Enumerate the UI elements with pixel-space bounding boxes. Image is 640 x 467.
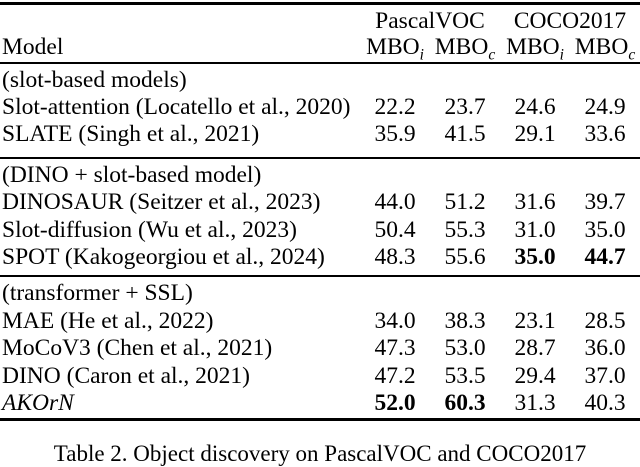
metric-value: 23.1: [514, 307, 556, 334]
table-row: SLATE (Singh et al., 2021) 35.9 41.5 29.…: [0, 121, 640, 148]
metric-value: 28.5: [584, 307, 626, 334]
metric-value: 50.4: [374, 216, 416, 243]
model-name: DINOSAUR (Seitzer et al., 2023): [2, 189, 321, 216]
table-row: MoCoV3 (Chen et al., 2021) 47.3 53.0 28.…: [0, 335, 640, 362]
metric-value: 37.0: [584, 362, 626, 389]
metric-value: 55.3: [444, 216, 486, 243]
table-top-rule: [0, 2, 640, 5]
column-header-mboc-coco: MBOc: [574, 33, 636, 64]
table-row: SPOT (Kakogeorgiou et al., 2024) 48.3 55…: [0, 244, 640, 271]
header-metric-row: Model MBOi MBOc MBOi MBOc: [0, 33, 640, 64]
metric-value: 35.0: [584, 216, 626, 243]
metric-value-best: 52.0: [374, 389, 416, 416]
metric-value: 41.5: [444, 121, 486, 148]
model-name: MAE (He et al., 2022): [2, 307, 214, 334]
metric-value: 44.0: [374, 189, 416, 216]
table-bottom-rule: [0, 418, 640, 422]
metric-value: 31.3: [514, 389, 556, 416]
column-group-coco2017: COCO2017: [513, 7, 627, 34]
metric-value: 22.2: [374, 93, 416, 120]
metric-value: 34.0: [374, 307, 416, 334]
metric-value: 33.6: [584, 121, 626, 148]
column-header-mboc-pascal: MBOc: [434, 33, 496, 64]
column-header-model: Model: [2, 33, 64, 60]
column-group-pascalvoc: PascalVOC: [375, 7, 485, 34]
metric-value: 40.3: [584, 389, 626, 416]
metric-value: 38.3: [444, 307, 486, 334]
table-caption: Table 2. Object discovery on PascalVOC a…: [53, 441, 587, 467]
column-header-mboi-pascal: MBOi: [366, 33, 424, 64]
header-divider-rule: [0, 61, 640, 64]
model-name: SLATE (Singh et al., 2021): [2, 121, 260, 148]
column-header-mboi-coco: MBOi: [506, 33, 564, 64]
metric-value: 39.7: [584, 189, 626, 216]
section-label: (DINO + slot-based model): [2, 161, 262, 188]
metric-value-best: 60.3: [444, 389, 486, 416]
metric-value: 47.3: [374, 335, 416, 362]
metric-value: 31.6: [514, 189, 556, 216]
table-row: Slot-attention (Locatello et al., 2020) …: [0, 94, 640, 121]
section-dino-slot: (DINO + slot-based model) DINOSAUR (Seit…: [0, 159, 640, 276]
table-row: DINOSAUR (Seitzer et al., 2023) 44.0 51.…: [0, 189, 640, 216]
metric-value: 29.1: [514, 121, 556, 148]
metric-value: 51.2: [444, 189, 486, 216]
model-name: MoCoV3 (Chen et al., 2021): [2, 335, 273, 362]
metric-value: 53.0: [444, 335, 486, 362]
header-dataset-row: PascalVOC COCO2017: [0, 8, 640, 34]
metric-value: 53.5: [444, 362, 486, 389]
metric-value-best: 44.7: [584, 243, 626, 270]
metric-value: 31.0: [514, 216, 556, 243]
section-transformer-ssl: (transformer + SSL) MAE (He et al., 2022…: [0, 277, 640, 418]
metric-value: 24.6: [514, 93, 556, 120]
metric-value: 55.6: [444, 243, 486, 270]
model-name: SPOT (Kakogeorgiou et al., 2024): [2, 243, 325, 270]
metric-value: 35.9: [374, 121, 416, 148]
table-header: PascalVOC COCO2017 Model MBOi MBOc MBOi …: [0, 5, 640, 64]
table-row: MAE (He et al., 2022) 34.0 38.3 23.1 28.…: [0, 308, 640, 335]
metric-value: 36.0: [584, 335, 626, 362]
model-name: DINO (Caron et al., 2021): [2, 362, 250, 389]
section-label: (slot-based models): [2, 66, 187, 93]
section-label: (transformer + SSL): [2, 280, 193, 307]
model-name: Slot-diffusion (Wu et al., 2023): [2, 216, 297, 243]
metric-value-best: 35.0: [514, 243, 556, 270]
section-slot-based: (slot-based models) Slot-attention (Loca…: [0, 64, 640, 157]
model-name: AKOrN: [2, 389, 74, 416]
model-name: Slot-attention (Locatello et al., 2020): [2, 93, 351, 120]
table-row: DINO (Caron et al., 2021) 47.2 53.5 29.4…: [0, 363, 640, 390]
table-row-akorn: AKOrN 52.0 60.3 31.3 40.3: [0, 390, 640, 417]
section-divider-rule: [0, 275, 640, 278]
table-row: Slot-diffusion (Wu et al., 2023) 50.4 55…: [0, 217, 640, 244]
metric-value: 24.9: [584, 93, 626, 120]
metric-value: 47.2: [374, 362, 416, 389]
metric-value: 28.7: [514, 335, 556, 362]
metric-value: 23.7: [444, 93, 486, 120]
section-divider-rule: [0, 156, 640, 159]
metric-value: 48.3: [374, 243, 416, 270]
metric-value: 29.4: [514, 362, 556, 389]
